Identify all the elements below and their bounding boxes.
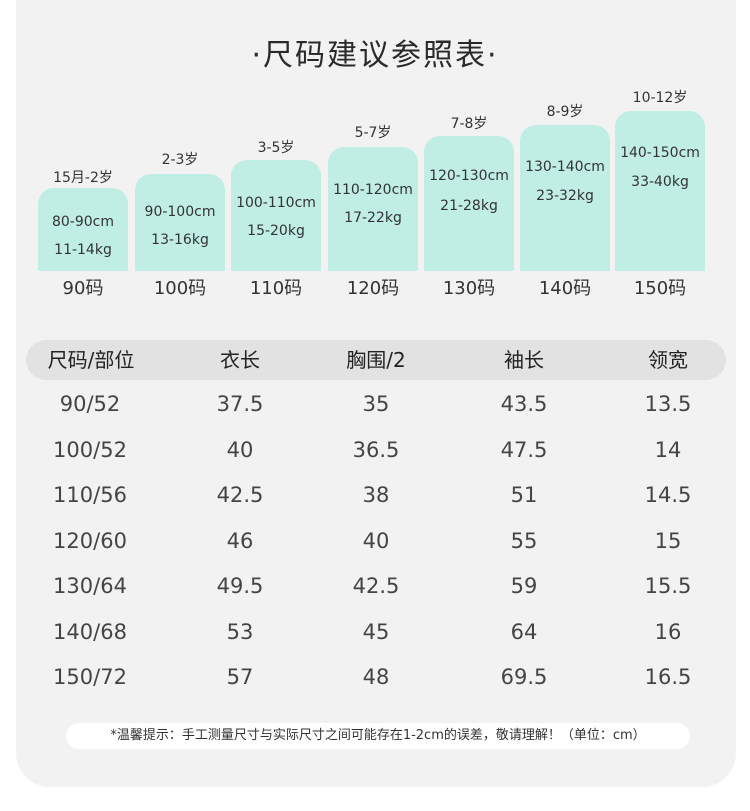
cell-chest: 40: [362, 528, 390, 553]
cell-collar: 13.5: [644, 392, 692, 416]
header-length: 衣长: [220, 348, 260, 372]
height-range: 80-90cm: [51, 214, 114, 230]
cell-chest: 38: [362, 483, 390, 507]
page-title: ·尺码建议参照表·: [251, 38, 499, 73]
age-label: 3-5岁: [257, 140, 295, 156]
cell-length: 49.5: [216, 574, 264, 598]
cell-collar: 16: [654, 619, 682, 644]
weight-range: 13-16kg: [151, 232, 209, 248]
size-label: 110码: [249, 278, 303, 299]
height-range: 100-110cm: [236, 195, 316, 211]
cell-chest: 48: [362, 665, 390, 689]
cell-length: 37.5: [216, 392, 264, 416]
cell-length: 46: [226, 528, 254, 553]
weight-range: 23-32kg: [536, 188, 594, 204]
size-bar: [38, 188, 128, 271]
cell-sleeve: 55: [510, 528, 538, 553]
cell-length: 40: [226, 437, 254, 462]
header-sleeve: 袖长: [504, 348, 544, 372]
cell-collar: 15.5: [644, 574, 692, 598]
size-bar: [520, 125, 610, 271]
size-label: 150码: [633, 278, 687, 299]
size-label: 120码: [346, 278, 400, 299]
weight-range: 11-14kg: [54, 242, 112, 258]
weight-range: 21-28kg: [440, 198, 498, 214]
cell-size: 110/56: [53, 483, 127, 507]
table-row: 120/60 46 40 55 15: [26, 519, 726, 565]
table-row: 110/56 42.5 38 51 14.5: [26, 473, 726, 519]
age-label: 5-7岁: [354, 125, 392, 141]
cell-length: 57: [226, 665, 254, 689]
size-label: 130码: [442, 278, 496, 299]
cell-collar: 14.5: [644, 483, 692, 507]
cell-chest: 35: [362, 392, 390, 416]
height-range: 140-150cm: [620, 145, 700, 161]
size-bar: [328, 147, 418, 271]
header-chest: 胸围/2: [346, 348, 406, 372]
cell-size: 150/72: [53, 665, 127, 689]
cell-collar: 14: [654, 437, 682, 462]
table-row: 90/52 37.5 35 43.5 13.5: [26, 382, 726, 428]
cell-chest: 45: [362, 619, 390, 644]
age-label: 10-12岁: [632, 90, 688, 106]
cell-sleeve: 43.5: [500, 392, 548, 416]
age-label: 2-3岁: [161, 152, 199, 168]
table-header: 尺码/部位 衣长 胸围/2 袖长 领宽: [26, 340, 726, 380]
size-bar: [424, 136, 514, 271]
size-table: 尺码/部位 衣长 胸围/2 袖长 领宽 90/52 37.5 35 43.5 1…: [26, 340, 726, 701]
height-range: 110-120cm: [333, 182, 413, 198]
cell-sleeve: 59: [510, 574, 538, 598]
cell-collar: 15: [654, 528, 682, 553]
weight-range: 15-20kg: [247, 223, 305, 239]
cell-sleeve: 47.5: [500, 437, 548, 462]
cell-size: 90/52: [59, 392, 121, 416]
height-range: 90-100cm: [144, 204, 216, 220]
header-size: 尺码/部位: [47, 348, 135, 372]
cell-size: 130/64: [53, 574, 127, 598]
weight-range: 33-40kg: [631, 174, 689, 190]
cell-size: 140/68: [53, 619, 127, 644]
cell-chest: 42.5: [352, 574, 400, 598]
cell-collar: 16.5: [644, 665, 692, 689]
table-row: 130/64 49.5 42.5 59 15.5: [26, 564, 726, 610]
cell-sleeve: 69.5: [500, 665, 548, 689]
age-label: 15月-2岁: [53, 170, 113, 186]
measurement-note: *温馨提示：手工测量尺寸与实际尺寸之间可能存在1-2cm的误差，敬请理解！（单位…: [66, 723, 690, 749]
cell-length: 53: [226, 619, 254, 644]
size-bar: [615, 111, 705, 271]
cell-length: 42.5: [216, 483, 264, 507]
size-label: 140码: [538, 278, 592, 299]
cell-size: 120/60: [53, 528, 127, 553]
height-range: 130-140cm: [525, 159, 605, 175]
header-collar: 领宽: [648, 348, 688, 372]
table-row: 150/72 57 48 69.5 16.5: [26, 655, 726, 701]
size-label: 100码: [153, 278, 207, 299]
size-bar: [135, 174, 225, 271]
cell-sleeve: 51: [510, 483, 538, 507]
cell-sleeve: 64: [510, 619, 538, 644]
weight-range: 17-22kg: [344, 210, 402, 226]
size-bars: 15月-2岁 80-90cm 11-14kg 90码 2-3岁 90-100cm…: [38, 0, 706, 300]
height-range: 120-130cm: [429, 168, 509, 184]
cell-size: 100/52: [53, 437, 127, 462]
size-label: 90码: [62, 278, 104, 299]
age-label: 8-9岁: [546, 104, 584, 120]
table-row: 100/52 40 36.5 47.5 14: [26, 428, 726, 474]
table-row: 140/68 53 45 64 16: [26, 610, 726, 656]
cell-chest: 36.5: [352, 437, 400, 462]
size-bar: [231, 160, 321, 271]
age-label: 7-8岁: [450, 116, 488, 132]
